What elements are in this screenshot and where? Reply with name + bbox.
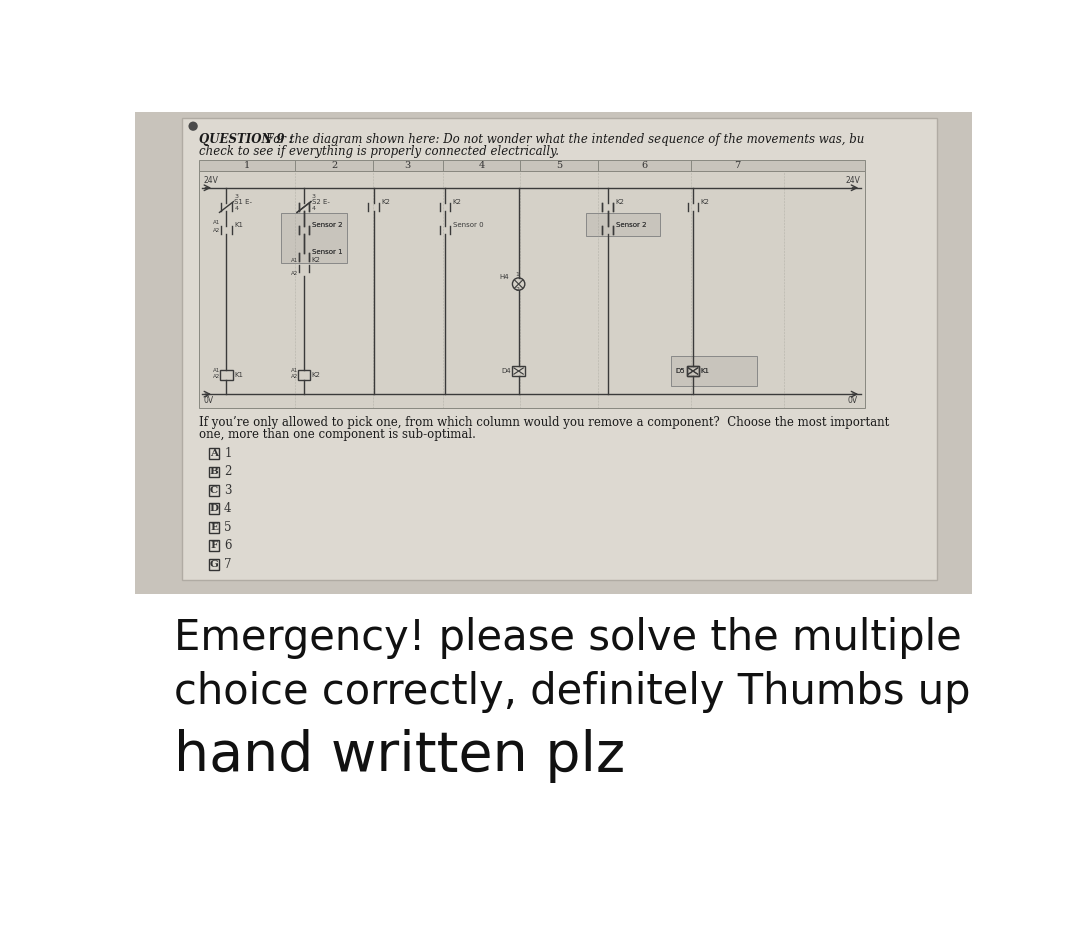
Text: A: A [210,449,218,458]
Bar [208,504,219,514]
Text: K2: K2 [312,257,321,263]
Text: K1: K1 [701,368,710,374]
Bar [672,356,757,387]
Text: Sensor 2: Sensor 2 [616,222,646,228]
Bar [208,522,219,533]
Text: A2: A2 [291,271,298,276]
Text: D5: D5 [676,368,685,374]
Text: H4: H4 [500,274,510,281]
Circle shape [189,122,198,131]
Text: Sensor 2: Sensor 2 [312,222,342,228]
Text: For the diagram shown here: Do not wonder what the intended sequence of the move: For the diagram shown here: Do not wonde… [262,133,864,146]
Text: 2: 2 [515,287,519,292]
Text: K2: K2 [381,199,390,205]
Bar [199,160,865,171]
Text: C: C [210,486,218,495]
Text: D4: D4 [501,368,511,374]
Text: B: B [210,467,218,476]
Bar [281,213,347,263]
Bar [220,371,232,379]
Text: D5: D5 [676,368,685,374]
Text: S1 E-: S1 E- [234,199,253,205]
Text: A1: A1 [291,258,298,263]
Text: A2: A2 [291,374,298,379]
Text: 2: 2 [332,161,337,170]
Text: 2: 2 [225,465,231,478]
Text: 4: 4 [312,206,315,212]
Text: 6: 6 [225,539,231,552]
Bar [687,366,699,375]
Bar [512,366,525,375]
Text: K2: K2 [616,199,624,205]
Text: 24V: 24V [204,177,219,185]
Text: 1: 1 [244,161,251,170]
Text: If you’re only allowed to pick one, from which column would you remove a compone: If you’re only allowed to pick one, from… [199,416,889,429]
Text: K2: K2 [312,372,321,378]
Text: 1: 1 [225,446,231,460]
Text: A1: A1 [213,368,220,373]
Text: F: F [211,541,218,550]
Bar [687,366,699,375]
Text: 7: 7 [734,161,740,170]
Text: Sensor 2: Sensor 2 [312,222,342,228]
Text: 3: 3 [312,194,315,198]
Bar [208,559,219,570]
Bar [208,466,219,477]
Text: Emergency! please solve the multiple: Emergency! please solve the multiple [174,618,961,660]
Text: 0V: 0V [848,396,859,404]
Bar [208,540,219,551]
Text: Sensor 0: Sensor 0 [453,222,484,228]
Text: E: E [210,523,218,532]
Text: K2: K2 [701,199,710,205]
Text: 3: 3 [405,161,410,170]
Text: hand written plz: hand written plz [174,729,625,783]
Bar [135,594,972,833]
Bar [199,171,865,408]
Text: K1: K1 [701,368,710,374]
Text: 4: 4 [478,161,485,170]
Text: 4: 4 [234,206,239,212]
Text: 0V: 0V [204,396,214,404]
Text: A2: A2 [213,227,220,233]
Text: Sensor 2: Sensor 2 [616,222,646,228]
Bar [298,371,310,379]
Text: K1: K1 [234,372,243,378]
Bar [208,485,219,496]
Text: 1: 1 [515,272,519,277]
Text: 3: 3 [234,194,239,198]
Text: check to see if everything is properly connected electrically.: check to see if everything is properly c… [199,145,558,157]
Text: 5: 5 [556,161,562,170]
Text: QUESTION 9 :: QUESTION 9 : [199,133,293,146]
Text: 5: 5 [225,520,231,534]
Text: D: D [210,505,218,513]
Text: K1: K1 [234,222,243,228]
Text: S2 E-: S2 E- [312,199,329,205]
Text: A1: A1 [213,220,220,225]
Bar [208,448,219,459]
Text: Sensor 1: Sensor 1 [312,249,342,255]
Text: 4: 4 [225,503,231,516]
Text: Sensor 1: Sensor 1 [312,249,342,255]
Text: one, more than one component is sub-optimal.: one, more than one component is sub-opti… [199,428,475,441]
Bar [181,119,937,580]
Text: G: G [210,560,218,569]
Text: 3: 3 [225,484,231,497]
Text: 7: 7 [225,558,231,571]
Text: A1: A1 [291,368,298,373]
Text: K2: K2 [453,199,461,205]
Text: choice correctly, definitely Thumbs up: choice correctly, definitely Thumbs up [174,671,970,713]
Text: 24V: 24V [846,177,861,185]
Text: A2: A2 [213,374,220,379]
Bar [586,213,660,236]
Text: 6: 6 [642,161,647,170]
